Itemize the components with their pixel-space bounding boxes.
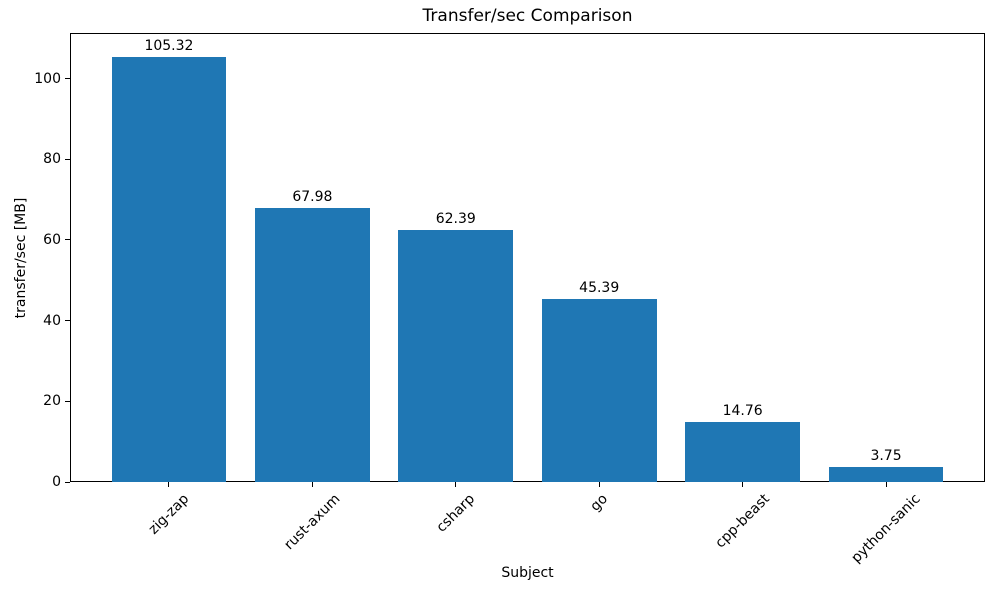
x-tick-label: csharp [433,491,479,536]
y-tick [65,158,70,160]
x-tick-label: zig-zap [145,491,193,538]
x-tick-label: rust-axum [281,490,344,554]
x-tick [311,482,313,487]
y-tick-label: 60 [43,231,61,248]
bar-value-label: 67.98 [292,188,333,205]
y-tick [65,78,70,80]
chart-title: Transfer/sec Comparison [422,6,633,26]
bar [541,298,657,482]
bar-value-label: 45.39 [579,279,620,296]
x-tick [455,482,457,487]
x-tick [598,482,600,487]
y-tick [65,400,70,402]
y-tick-label: 20 [43,393,61,410]
y-axis-label: transfer/sec [MB] [13,197,29,319]
y-tick-label: 0 [52,474,61,490]
y-tick-label: 80 [43,151,61,168]
bar [685,422,800,482]
x-tick-label: python-sanic [848,490,924,567]
x-tick [168,482,170,487]
bar [828,466,944,482]
bar [255,207,370,482]
x-tick [885,482,887,487]
bar-value-label: 14.76 [722,403,763,420]
x-tick-label: cpp-beast [712,490,773,552]
y-tick [65,320,70,322]
x-tick [742,482,744,487]
bar-value-label: 3.75 [870,447,902,464]
y-tick-label: 40 [43,312,61,329]
plot-area [70,33,985,482]
bar-value-label: 62.39 [435,211,476,228]
bar [398,230,514,482]
y-tick [65,481,70,483]
bar-value-label: 105.32 [144,38,194,55]
x-axis-label: Subject [501,565,554,581]
y-tick-label: 100 [34,70,61,87]
x-tick-label: go [587,491,612,515]
y-tick [65,239,70,241]
bar [111,57,227,482]
